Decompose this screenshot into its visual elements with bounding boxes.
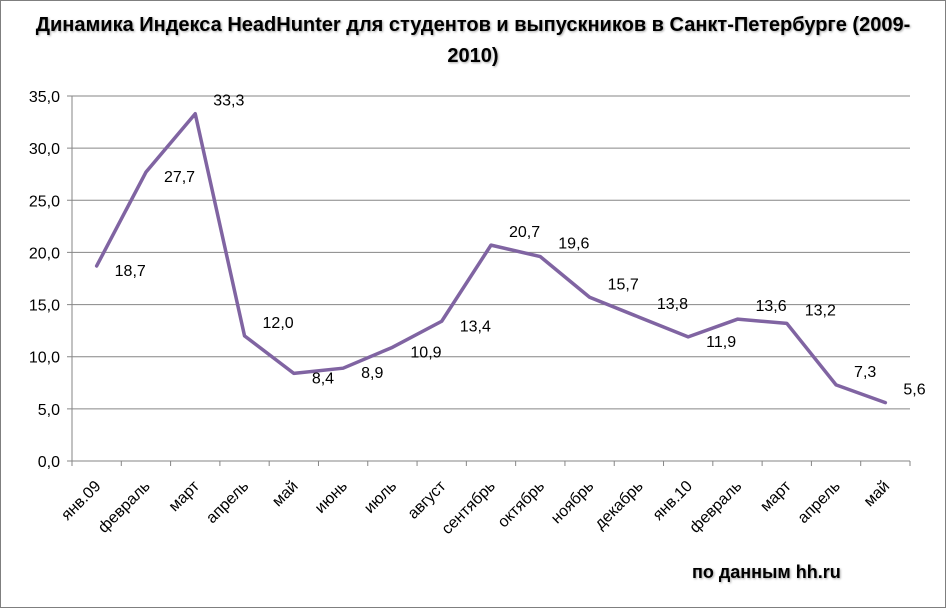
x-tick-label: март bbox=[757, 477, 795, 515]
y-axis-ticks: 0,0 5,0 10,0 15,0 20,0 25,0 30,0 35,0 bbox=[29, 89, 60, 471]
y-tick-label: 25,0 bbox=[29, 193, 60, 210]
data-label: 19,6 bbox=[558, 236, 589, 253]
chart-title-line-2: 2010) bbox=[447, 45, 499, 67]
x-tick-label: май bbox=[861, 478, 893, 510]
x-tick-label: июнь bbox=[312, 478, 351, 517]
y-tick-label: 0,0 bbox=[38, 454, 60, 471]
x-tick-label: март bbox=[166, 477, 204, 515]
data-label: 7,3 bbox=[854, 364, 876, 381]
x-tick-label: февраль bbox=[687, 478, 746, 537]
x-tick-label: февраль bbox=[95, 478, 154, 537]
series-line-group bbox=[94, 111, 888, 405]
data-label: 27,7 bbox=[164, 169, 195, 186]
y-tick-label: 15,0 bbox=[29, 298, 60, 315]
x-tick-label: май bbox=[269, 478, 301, 510]
x-tick-label: апрель bbox=[203, 478, 252, 527]
data-label: 15,7 bbox=[608, 276, 639, 293]
data-label: 8,4 bbox=[312, 370, 334, 387]
data-label: 13,2 bbox=[805, 302, 836, 319]
data-label: 8,9 bbox=[361, 365, 383, 382]
x-tick-label: октябрь bbox=[495, 478, 548, 531]
x-tick-label: декабрь bbox=[592, 478, 647, 533]
data-label: 18,7 bbox=[115, 263, 146, 280]
x-tick-label: июль bbox=[361, 478, 400, 517]
gridlines bbox=[67, 95, 910, 462]
y-tick-label: 20,0 bbox=[29, 245, 60, 262]
x-tick-label: ноябрь bbox=[548, 478, 597, 527]
data-label: 11,9 bbox=[706, 334, 736, 351]
x-tick-label: сентябрь bbox=[439, 478, 499, 538]
y-tick-label: 35,0 bbox=[29, 89, 60, 106]
data-label: 20,7 bbox=[509, 224, 540, 241]
x-tick-label: апрель bbox=[795, 478, 844, 527]
series-line bbox=[94, 111, 888, 405]
y-tick-label: 10,0 bbox=[29, 350, 60, 367]
x-tick-label: август bbox=[405, 477, 450, 522]
data-label: 13,8 bbox=[657, 296, 688, 313]
chart-title-line-1: Динамика Индекса HeadHunter для студенто… bbox=[35, 14, 911, 36]
data-labels: 18,7 27,7 33,3 12,0 8,4 8,9 10,9 13,4 20,7 19,6 15… bbox=[115, 93, 926, 399]
chart-title: Динамика Индекса HeadHunter для студенто… bbox=[0, 10, 946, 72]
data-label: 13,6 bbox=[755, 298, 786, 315]
y-tick-label: 30,0 bbox=[29, 141, 60, 158]
data-label: 13,4 bbox=[460, 318, 491, 335]
data-label: 5,6 bbox=[903, 382, 925, 399]
source-note: по данным hh.ru bbox=[692, 562, 841, 582]
data-label: 10,9 bbox=[410, 344, 441, 361]
y-tick-label: 5,0 bbox=[38, 402, 60, 419]
data-label: 33,3 bbox=[213, 93, 244, 110]
x-tick-label: янв.09 bbox=[58, 478, 104, 524]
x-tick-label: янв.10 bbox=[650, 478, 696, 524]
data-label: 12,0 bbox=[263, 315, 294, 332]
